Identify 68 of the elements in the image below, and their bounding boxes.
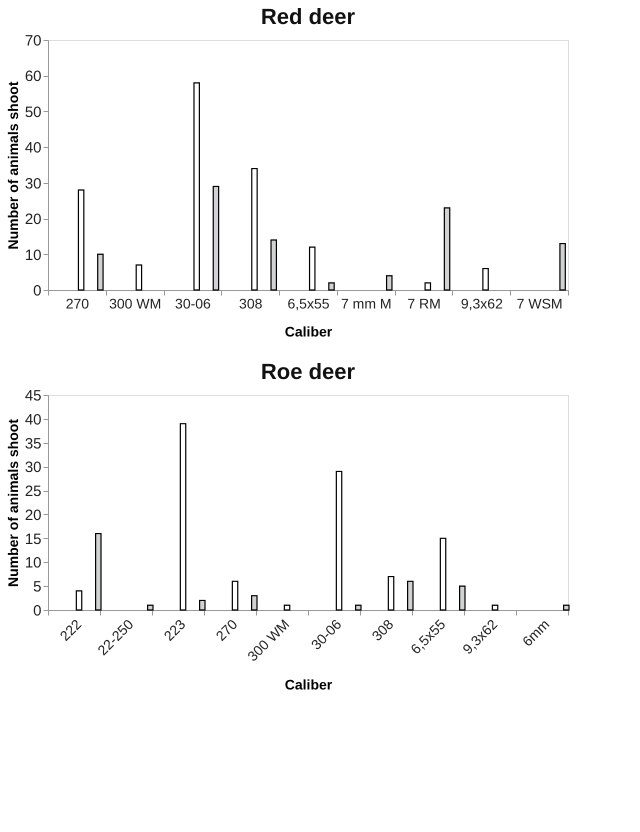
- bar: [388, 576, 394, 611]
- y-tick-label: 25: [24, 483, 42, 500]
- y-tick-label: 10: [24, 246, 42, 264]
- y-tick-label: 30: [24, 175, 42, 192]
- y-tick-label: 5: [33, 578, 42, 596]
- y-tick-label: 70: [24, 32, 42, 50]
- bar: [482, 268, 489, 291]
- x-tick-label: 222: [56, 616, 85, 644]
- bar: [136, 264, 142, 291]
- y-tick-label: 10: [24, 554, 42, 572]
- x-tick-label: 300 WM: [244, 616, 292, 664]
- bar: [78, 189, 84, 291]
- x-tick-label: 7 RM: [407, 296, 441, 312]
- x-tick-label: 300 WM: [109, 296, 162, 312]
- bar: [97, 254, 104, 291]
- x-tick-label: 9,3x62: [460, 296, 504, 312]
- x-axis-title: Caliber: [284, 676, 333, 692]
- y-tick-label: 0: [33, 602, 42, 620]
- x-tick-label: 6,5x55: [287, 296, 330, 312]
- y-tick-label: 20: [24, 211, 42, 228]
- y-tick-label: 50: [24, 104, 42, 121]
- bar: [251, 595, 258, 611]
- y-tick-label: 30: [24, 459, 42, 476]
- bar: [180, 423, 186, 611]
- y-axis-title: Number of animals shoot: [4, 81, 21, 250]
- bar: [193, 82, 200, 291]
- x-tick-label: 7 WSM: [516, 296, 563, 312]
- y-tick-label: 20: [24, 506, 42, 524]
- x-tick-label: 223: [160, 616, 189, 644]
- y-tick-label: 40: [24, 411, 42, 428]
- chart-title: Red deer: [260, 4, 356, 29]
- x-tick-label: 308: [239, 296, 263, 312]
- x-axis-title: Caliber: [284, 324, 333, 340]
- bar: [440, 538, 446, 611]
- x-tick-label: 270: [66, 296, 90, 312]
- bar: [212, 186, 220, 291]
- x-tick-label: 308: [368, 616, 397, 644]
- y-tick-label: 40: [24, 140, 42, 157]
- bar: [336, 470, 342, 611]
- y-axis-title: Number of animals shoot: [4, 418, 21, 588]
- bar: [386, 275, 393, 291]
- bar: [232, 580, 238, 611]
- x-tick-label: 7 mm M: [340, 296, 392, 312]
- y-tick-label: 60: [24, 68, 42, 86]
- y-tick-label: 0: [33, 282, 42, 300]
- bar: [199, 600, 206, 611]
- bar: [563, 604, 570, 611]
- x-tick-label: 270: [212, 616, 241, 644]
- bar: [95, 532, 102, 611]
- bar: [147, 604, 154, 611]
- y-tick-label: 35: [24, 435, 42, 452]
- x-tick-label: 30-06: [175, 296, 212, 312]
- bar: [284, 604, 290, 611]
- bar: [355, 604, 362, 611]
- y-tick-label: 45: [24, 388, 42, 404]
- bar: [424, 282, 432, 291]
- bar: [308, 246, 316, 291]
- bar: [444, 207, 450, 291]
- bar: [492, 604, 498, 611]
- bar: [459, 586, 466, 611]
- bar: [559, 242, 566, 291]
- bar: [407, 580, 414, 611]
- y-tick-label: 15: [24, 530, 42, 548]
- bar: [270, 239, 278, 291]
- bar: [251, 168, 258, 291]
- bar: [328, 282, 335, 291]
- chart-title: Roe deer: [260, 359, 356, 384]
- bar: [76, 590, 82, 611]
